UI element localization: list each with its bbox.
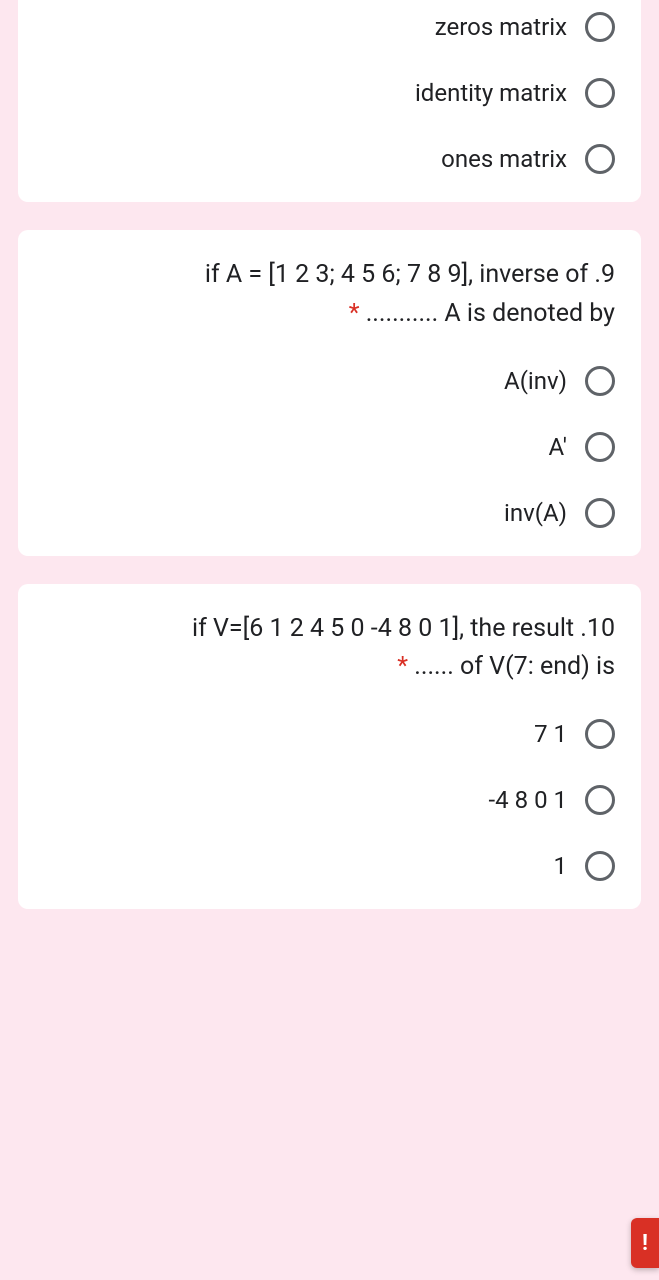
exclamation-icon: ! — [642, 1231, 648, 1256]
option-label: A(inv) — [504, 367, 567, 395]
radio-icon — [585, 785, 615, 815]
question-text: if A = [1 2 3; 4 5 6; 7 8 9], inverse of… — [44, 256, 615, 334]
question-card-8: zeros matrix identity matrix ones matrix — [18, 0, 641, 202]
radio-icon — [585, 851, 615, 881]
options-list: A(inv) A' inv(A) — [44, 366, 615, 528]
option-row[interactable]: 1 — [44, 851, 615, 881]
required-asterisk: * — [349, 299, 366, 328]
option-label: identity matrix — [415, 79, 567, 107]
option-label: zeros matrix — [435, 13, 567, 41]
question-line-1: if A = [1 2 3; 4 5 6; 7 8 9], inverse of… — [44, 256, 615, 295]
question-text: if V=[6 1 2 4 5 0 -4 8 0 1], the result … — [44, 610, 615, 688]
option-row[interactable]: A(inv) — [44, 366, 615, 396]
question-line-1: if V=[6 1 2 4 5 0 -4 8 0 1], the result … — [44, 610, 615, 649]
option-label: inv(A) — [504, 499, 567, 527]
option-label: ones matrix — [441, 145, 567, 173]
radio-icon — [585, 498, 615, 528]
radio-icon — [585, 366, 615, 396]
options-list: 7 1 -4 8 0 1 1 — [44, 719, 615, 881]
question-line-2-text: ...... of V(7: end) is — [414, 652, 615, 681]
question-line-2: * ...... of V(7: end) is — [44, 648, 615, 687]
options-list: zeros matrix identity matrix ones matrix — [44, 12, 615, 174]
option-row[interactable]: ones matrix — [44, 144, 615, 174]
radio-icon — [585, 12, 615, 42]
required-asterisk: * — [397, 652, 414, 681]
option-label: 7 1 — [534, 720, 567, 748]
option-row[interactable]: -4 8 0 1 — [44, 785, 615, 815]
option-label: -4 8 0 1 — [489, 786, 567, 814]
radio-icon — [585, 432, 615, 462]
option-row[interactable]: identity matrix — [44, 78, 615, 108]
option-row[interactable]: zeros matrix — [44, 12, 615, 42]
option-row[interactable]: 7 1 — [44, 719, 615, 749]
report-problem-button[interactable]: ! — [631, 1218, 659, 1268]
question-card-10: if V=[6 1 2 4 5 0 -4 8 0 1], the result … — [18, 584, 641, 910]
radio-icon — [585, 144, 615, 174]
question-line-2: * ........... A is denoted by — [44, 295, 615, 334]
radio-icon — [585, 719, 615, 749]
question-line-2-text: ........... A is denoted by — [366, 299, 615, 328]
option-label: 1 — [554, 852, 568, 880]
option-label: A' — [549, 433, 567, 461]
question-card-9: if A = [1 2 3; 4 5 6; 7 8 9], inverse of… — [18, 230, 641, 556]
radio-icon — [585, 78, 615, 108]
option-row[interactable]: inv(A) — [44, 498, 615, 528]
option-row[interactable]: A' — [44, 432, 615, 462]
